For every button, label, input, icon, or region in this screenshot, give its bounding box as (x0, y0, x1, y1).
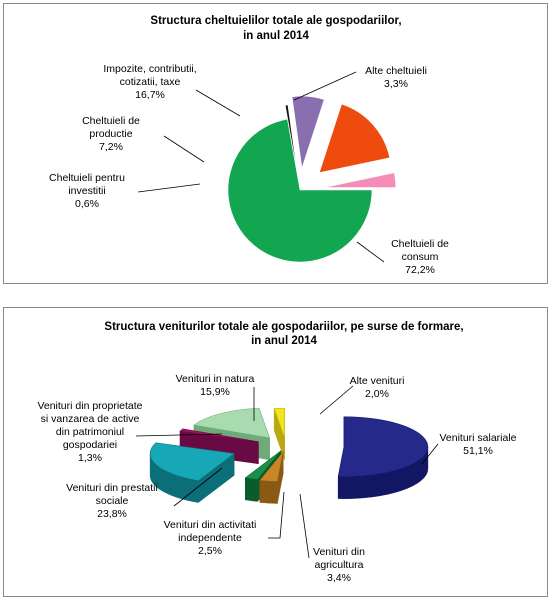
pie-slice-face (273, 407, 285, 439)
pie-slice (259, 451, 284, 504)
slice-label-alte: Alte venituri 2,0% (350, 375, 405, 400)
slice-label-impozite-line: 16,7% (135, 89, 165, 101)
slice-label-consum-line: consum (402, 251, 439, 263)
leader-line (173, 467, 223, 507)
slice-label-agricultura-line: Venituri din (313, 546, 365, 558)
chart-title: in anul 2014 (243, 30, 309, 42)
slice-label-alte-line: Alte cheltuieli (365, 65, 427, 77)
slice-label-consum-line: Cheltuieli de (391, 238, 449, 250)
slice-label-independente: Venituri din activitati independente 2,5% (164, 519, 257, 557)
slice-label-independente-line: independente (178, 532, 242, 544)
leader-line (268, 491, 285, 539)
expenses-chart-panel: Structura cheltuielilor totale ale gospo… (3, 3, 548, 284)
slice-label-agricultura-line: agricultura (314, 559, 363, 571)
pie-slice-face (179, 428, 259, 443)
income-chart-panel: Structura veniturilor totale ale gospoda… (3, 307, 548, 597)
slice-label-prestatii-line: 23,8% (97, 508, 127, 520)
expenses-pie-chart: Structura cheltuielilor totale ale gospo… (49, 15, 449, 276)
pie-slice-face (193, 407, 270, 439)
slice-label-proprietate: Venituri din proprietate si vanzarea de a… (37, 400, 142, 464)
slice-label-productie-line: 7,2% (99, 141, 123, 153)
leader-line (356, 241, 385, 263)
slice-label-proprietate-line: gospodariei (63, 439, 117, 451)
pie-slice-face (259, 451, 284, 482)
pie-slice-face (323, 172, 397, 188)
slice-label-proprietate-line: din patrimoniul (56, 426, 124, 438)
pie-slice (323, 172, 397, 188)
leader-line (319, 385, 354, 415)
slice-label-prestatii-line: sociale (96, 495, 129, 507)
slice-label-agricultura-line: 3,4% (327, 572, 351, 584)
pie-slice-face (337, 416, 429, 477)
slice-label-investitii-line: investitii (68, 185, 105, 197)
pie-slice-face (149, 442, 235, 481)
income-pie-chart: Structura veniturilor totale ale gospoda… (37, 321, 516, 584)
slice-label-investitii-line: Cheltuieli pentru (49, 172, 125, 184)
slice-label-proprietate-line: 1,3% (78, 452, 102, 464)
slice-label-alte-line: 2,0% (365, 388, 389, 400)
slice-label-alte: Alte cheltuieli 3,3% (365, 65, 427, 90)
slice-label-consum: Cheltuieli de consum 72,2% (391, 238, 449, 276)
leader-line (163, 135, 205, 163)
leader-line (421, 443, 439, 465)
slice-label-alte-line: Alte venituri (350, 375, 405, 387)
slice-label-natura-line: Venituri in natura (176, 373, 255, 385)
pie-slice (337, 416, 429, 499)
slice-label-productie-line: Cheltuieli de (82, 115, 140, 127)
chart-title: Structura veniturilor totale ale gospoda… (104, 321, 463, 333)
pie-slice (291, 95, 325, 169)
pie-slice-face (291, 95, 325, 169)
slice-label-proprietate-line: si vanzarea de active (41, 413, 140, 425)
leader-line (299, 493, 310, 559)
pie-slice-face (284, 104, 299, 177)
slice-label-investitii: Cheltuieli pentru investitii 0,6% (49, 172, 125, 210)
pie-slice (149, 442, 235, 504)
pie-slice-face (227, 118, 373, 263)
slice-label-prestatii-line: Venituri din prestatii (66, 482, 158, 494)
leader-line (293, 71, 357, 101)
pie-slice (227, 118, 373, 263)
slice-label-natura: Venituri in natura 15,9% (176, 373, 255, 398)
slice-label-impozite-line: Impozite, contributii, (103, 63, 196, 75)
leader-line (137, 183, 201, 193)
slice-label-proprietate-line: Venituri din proprietate (37, 400, 142, 412)
slice-label-salariale: Venituri salariale 51,1% (439, 432, 516, 457)
slice-label-prestatii: Venituri din prestatii sociale 23,8% (66, 482, 158, 520)
slice-label-consum-line: 72,2% (405, 264, 435, 276)
slice-label-impozite-line: cotizatii, taxe (120, 76, 181, 88)
slice-label-alte-line: 3,3% (384, 78, 408, 90)
slice-label-salariale-line: 51,1% (463, 445, 493, 457)
slice-label-independente-line: Venituri din activitati (164, 519, 257, 531)
slice-label-productie: Cheltuieli de productie 7,2% (82, 115, 140, 153)
chart-title: in anul 2014 (251, 335, 317, 347)
leader-line (195, 89, 241, 117)
pie-slice-face (244, 450, 282, 480)
slice-label-independente-line: 2,5% (198, 545, 222, 557)
slice-label-agricultura: Venituri din agricultura 3,4% (313, 546, 365, 584)
slice-label-salariale-line: Venituri salariale (439, 432, 516, 444)
slice-label-impozite: Impozite, contributii, cotizatii, taxe 16,… (103, 63, 196, 101)
pie-slice (284, 104, 299, 177)
pie-slice (273, 407, 285, 461)
pie-slice (318, 103, 391, 174)
slice-label-natura-line: 15,9% (200, 386, 230, 398)
slice-label-investitii-line: 0,6% (75, 198, 99, 210)
slice-label-productie-line: productie (89, 128, 132, 140)
leader-line (135, 433, 223, 437)
pie-slice-face (318, 103, 391, 174)
chart-title: Structura cheltuielilor totale ale gospo… (150, 15, 401, 27)
